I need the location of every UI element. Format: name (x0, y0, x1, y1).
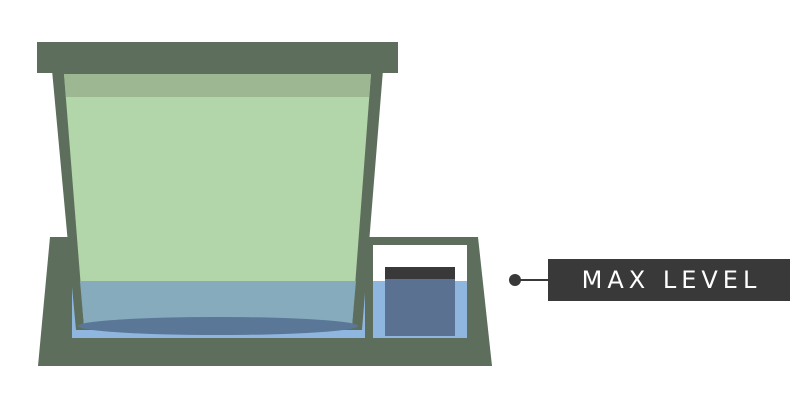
pot-water (80, 281, 356, 326)
callout-dot (509, 274, 521, 286)
max-level-label: MAX LEVEL (548, 259, 790, 301)
pot-upper-band (64, 74, 371, 97)
indicator-cap (385, 267, 455, 279)
root-mat (78, 317, 358, 335)
planter-lid (37, 42, 398, 73)
pot-soil (64, 74, 371, 326)
indicator-float (385, 279, 455, 336)
